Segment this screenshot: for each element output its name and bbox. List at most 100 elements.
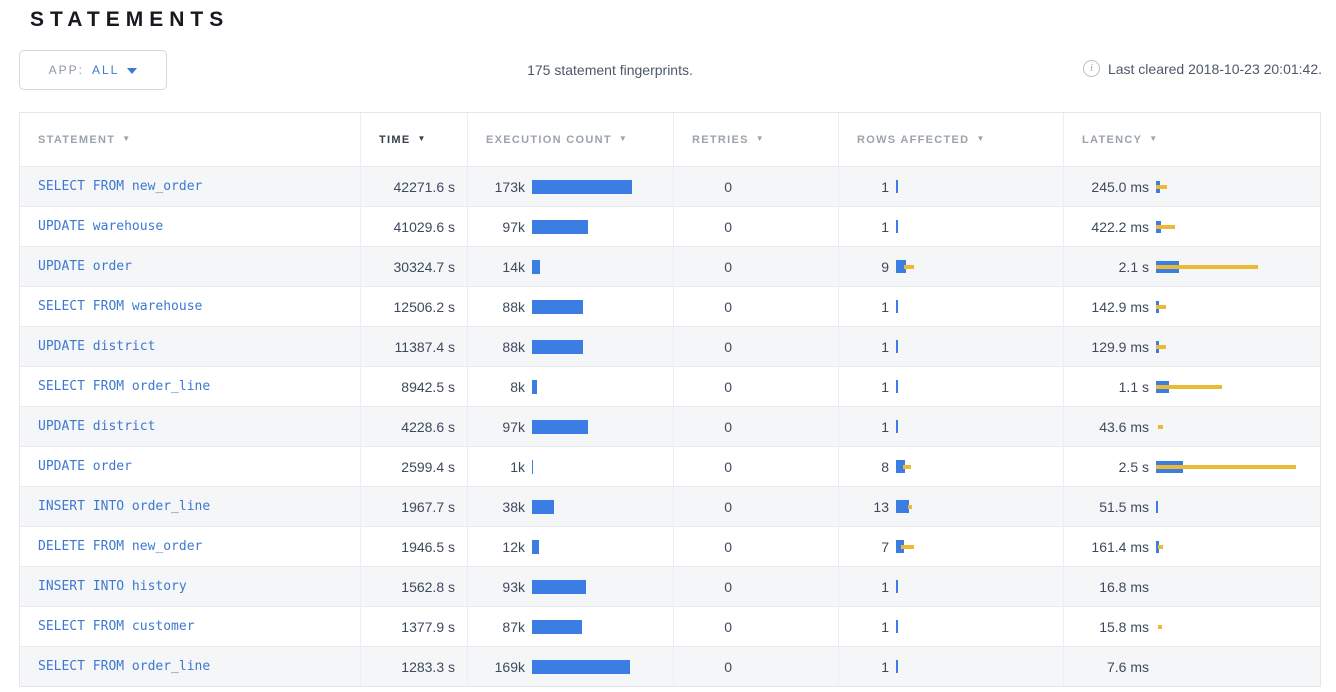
mean-bar — [532, 459, 533, 474]
statement-link[interactable]: SELECT FROM new_order — [38, 179, 203, 194]
bar-chart — [1156, 340, 1311, 353]
retries-cell: 0 — [673, 527, 838, 566]
execution-count-cell: 88k — [467, 287, 673, 326]
execution-count-cell: 97k — [467, 407, 673, 446]
column-label: RETRIES — [692, 133, 749, 146]
stddev-bar — [1156, 264, 1258, 269]
bar-chart — [532, 579, 667, 594]
bar-chart — [1156, 220, 1311, 233]
column-header-retries[interactable]: RETRIES ▼ — [673, 113, 838, 166]
statement-link[interactable]: INSERT INTO order_line — [38, 499, 211, 514]
latency-cell: 422.2 ms — [1063, 207, 1320, 246]
info-icon[interactable]: i — [1082, 60, 1100, 77]
stddev-bar — [1156, 224, 1175, 229]
table-row: SELECT FROM order_line 1283.3 s 169k 0 1 7.6 … — [20, 646, 1320, 686]
rows-affected-cell: 13 — [838, 487, 1063, 526]
mean-bar — [896, 380, 898, 393]
cell-value: 8942.5 s — [401, 378, 455, 395]
statement-link[interactable]: UPDATE district — [38, 339, 156, 354]
app-filter-dropdown[interactable]: APP: ALL — [19, 50, 167, 90]
mean-bar — [532, 299, 583, 314]
cell-value: 97k — [502, 418, 525, 435]
app-filter-label: APP: — [48, 63, 84, 77]
column-header-execution-count[interactable]: EXECUTION COUNT ▼ — [467, 113, 673, 166]
execution-count-cell: 8k — [467, 367, 673, 406]
table-row: UPDATE warehouse 41029.6 s 97k 0 1 422.2 ms — [20, 206, 1320, 246]
cell-value: 0 — [724, 538, 732, 555]
statement-link[interactable]: UPDATE warehouse — [38, 219, 164, 234]
cell-value: 173k — [494, 178, 525, 195]
rows-affected-cell: 1 — [838, 167, 1063, 206]
mean-bar — [1156, 540, 1159, 553]
statement-cell: UPDATE warehouse — [20, 207, 360, 246]
statement-link[interactable]: SELECT FROM order_line — [38, 379, 211, 394]
cell-value: 88k — [502, 298, 525, 315]
bar-chart — [532, 379, 667, 394]
mean-bar — [532, 579, 586, 594]
bar-chart — [1156, 300, 1311, 313]
statement-cell: UPDATE order — [20, 247, 360, 286]
cell-value: 16.8 ms — [1099, 578, 1149, 595]
table-row: SELECT FROM new_order 42271.6 s 173k 0 1 245.… — [20, 166, 1320, 206]
cell-value: 245.0 ms — [1091, 178, 1149, 195]
bar-chart — [532, 179, 667, 194]
rows-affected-cell: 1 — [838, 607, 1063, 646]
cell-value: 1 — [881, 298, 889, 315]
bar-chart — [1156, 421, 1311, 433]
statement-link[interactable]: SELECT FROM order_line — [38, 659, 211, 674]
sort-desc-icon: ▼ — [417, 134, 427, 143]
column-header-latency[interactable]: LATENCY ▼ — [1063, 113, 1320, 166]
bar-chart — [896, 220, 1016, 233]
cell-value: 12k — [502, 538, 525, 555]
statement-link[interactable]: SELECT FROM warehouse — [38, 299, 203, 314]
app-filter-value: ALL — [92, 63, 120, 77]
rows-affected-cell: 8 — [838, 447, 1063, 486]
latency-cell: 43.6 ms — [1063, 407, 1320, 446]
statement-link[interactable]: UPDATE order — [38, 459, 132, 474]
statement-cell: SELECT FROM order_line — [20, 647, 360, 686]
mean-bar — [532, 539, 539, 554]
cell-value: 1 — [881, 378, 889, 395]
mean-bar — [532, 339, 583, 354]
stddev-bar — [1158, 624, 1162, 629]
statement-link[interactable]: DELETE FROM new_order — [38, 539, 203, 554]
cell-value: 43.6 ms — [1099, 418, 1149, 435]
time-cell: 42271.6 s — [360, 167, 467, 206]
statements-table: STATEMENT ▼ TIME ▼ EXECUTION COUNT ▼ RETRIES ▼ R… — [19, 112, 1321, 687]
retries-cell: 0 — [673, 287, 838, 326]
latency-cell: 161.4 ms — [1063, 527, 1320, 566]
statement-cell: INSERT INTO order_line — [20, 487, 360, 526]
statement-cell: UPDATE district — [20, 407, 360, 446]
mean-bar — [896, 620, 898, 633]
cell-value: 1 — [881, 338, 889, 355]
cell-value: 2.5 s — [1118, 458, 1149, 475]
statement-cell: UPDATE order — [20, 447, 360, 486]
latency-cell: 142.9 ms — [1063, 287, 1320, 326]
cell-value: 12506.2 s — [393, 298, 456, 315]
cell-value: 0 — [724, 658, 732, 675]
column-header-statement[interactable]: STATEMENT ▼ — [20, 113, 360, 166]
column-header-time[interactable]: TIME ▼ — [360, 113, 467, 166]
statement-link[interactable]: UPDATE order — [38, 259, 132, 274]
statement-link[interactable]: INSERT INTO history — [38, 579, 187, 594]
mean-bar — [896, 180, 898, 193]
statement-link[interactable]: UPDATE district — [38, 419, 156, 434]
retries-cell: 0 — [673, 647, 838, 686]
statement-link[interactable]: SELECT FROM customer — [38, 619, 195, 634]
cell-value: 1 — [881, 178, 889, 195]
latency-cell: 51.5 ms — [1063, 487, 1320, 526]
time-cell: 12506.2 s — [360, 287, 467, 326]
mean-bar — [532, 179, 632, 194]
statement-cell: INSERT INTO history — [20, 567, 360, 606]
column-header-rows-affected[interactable]: ROWS AFFECTED ▼ — [838, 113, 1063, 166]
cell-value: 30324.7 s — [393, 258, 456, 275]
time-cell: 1562.8 s — [360, 567, 467, 606]
cell-value: 129.9 ms — [1091, 338, 1149, 355]
bar-chart — [1156, 661, 1311, 673]
column-label: LATENCY — [1082, 133, 1143, 146]
cell-value: 0 — [724, 218, 732, 235]
rows-affected-cell: 1 — [838, 207, 1063, 246]
last-cleared: i Last cleared 2018-10-23 20:01:42. — [1082, 60, 1322, 77]
mean-bar — [532, 419, 588, 434]
